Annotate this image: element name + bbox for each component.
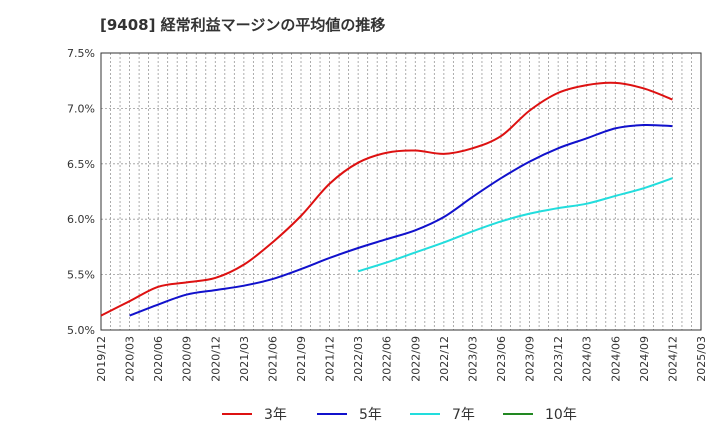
y-tick-label: 7.0%: [67, 102, 95, 115]
legend-label: 3年: [264, 407, 287, 423]
y-tick-label: 6.0%: [67, 213, 95, 226]
x-tick-label: 2022/09: [409, 336, 422, 382]
x-tick-label: 2020/09: [181, 336, 194, 382]
x-tick-label: 2024/09: [638, 336, 651, 382]
plot-area: [101, 53, 701, 330]
x-tick-label: 2024/12: [666, 336, 679, 382]
chart-title: [9408] 経常利益マージンの平均値の推移: [100, 16, 386, 34]
x-tick-label: 2023/09: [524, 336, 537, 382]
x-tick-label: 2020/06: [152, 336, 165, 382]
y-tick-label: 5.5%: [67, 269, 95, 282]
legend-label: 7年: [452, 407, 475, 423]
series-line-3: [357, 177, 673, 273]
plot-border: [100, 52, 702, 331]
x-tick-label: 2021/09: [295, 336, 308, 382]
x-tick-label: 2023/12: [552, 336, 565, 382]
x-tick-label: 2022/12: [438, 336, 451, 382]
x-tick-label: 2021/12: [324, 336, 337, 382]
series-line-2: [129, 123, 673, 317]
x-tick-label: 2020/12: [209, 336, 222, 382]
legend-label: 5年: [359, 407, 382, 423]
x-tick-label: 2024/03: [581, 336, 594, 382]
y-tick-label: 6.5%: [67, 158, 95, 171]
legend-label: 10年: [545, 407, 577, 423]
x-tick-label: 2019/12: [95, 336, 108, 382]
x-tick-label: 2023/03: [466, 336, 479, 382]
y-tick-label: 5.0%: [67, 324, 95, 337]
x-tick-label: 2021/06: [266, 336, 279, 382]
x-tick-label: 2024/06: [609, 336, 622, 382]
series-line-1: [100, 81, 673, 317]
x-tick-label: 2022/03: [352, 336, 365, 382]
x-tick-label: 2020/03: [124, 336, 137, 382]
y-tick-label: 7.5%: [67, 47, 95, 60]
x-tick-label: 2021/03: [238, 336, 251, 382]
x-tick-label: 2023/06: [495, 336, 508, 382]
x-tick-label: 2025/03: [695, 336, 708, 382]
x-tick-label: 2022/06: [381, 336, 394, 382]
